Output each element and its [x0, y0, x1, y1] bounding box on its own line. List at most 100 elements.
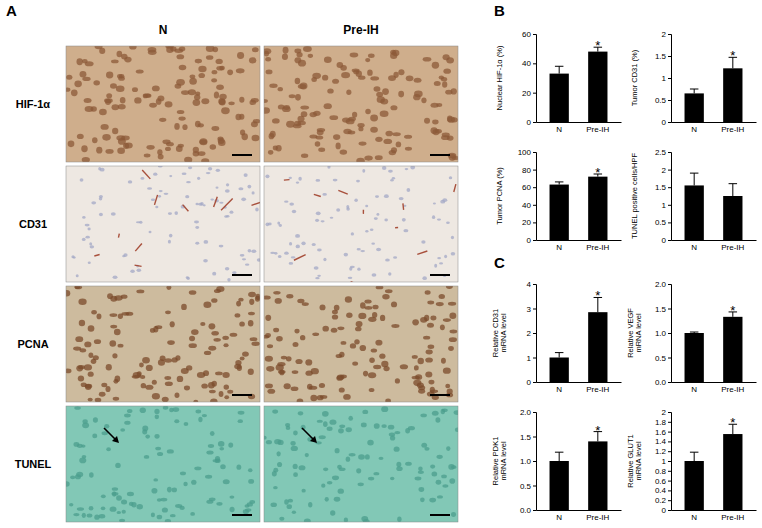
micrograph [66, 166, 260, 282]
cell-nucleus [278, 255, 282, 258]
error-bar-cap [690, 452, 699, 453]
cell-nucleus [125, 143, 133, 149]
cell-nucleus [331, 328, 338, 333]
cell-nucleus [365, 454, 370, 459]
cell-nucleus [266, 366, 274, 372]
cell-nucleus [210, 431, 215, 436]
y-tick: 40 [522, 201, 536, 210]
cell-nucleus [84, 98, 92, 103]
cell-nucleus [360, 345, 367, 351]
cell-nucleus [248, 249, 252, 253]
cell-nucleus [196, 410, 202, 414]
cell-nucleus [370, 229, 374, 231]
cell-nucleus [377, 96, 385, 103]
cell-nucleus [191, 480, 196, 485]
cell-nucleus [174, 211, 178, 215]
cell-nucleus [82, 238, 86, 241]
panel-label: C [494, 254, 505, 271]
cell-nucleus [149, 103, 157, 108]
error-bar-stem [694, 89, 695, 93]
cell-nucleus [110, 507, 117, 512]
cell-nucleus [425, 357, 433, 362]
cell-nucleus [431, 103, 439, 108]
cell-nucleus [439, 262, 443, 264]
cell-nucleus [405, 168, 409, 170]
cell-nucleus [450, 329, 458, 333]
cell-nucleus [96, 147, 102, 154]
error-bar-cap [690, 173, 699, 174]
x-tick: Pre-IH [586, 510, 609, 522]
cell-nucleus [442, 484, 448, 487]
cell-nucleus [174, 419, 179, 423]
cell-nucleus [216, 59, 223, 64]
cell-nucleus [346, 312, 352, 317]
cell-nucleus [99, 197, 103, 200]
cell-nucleus [113, 379, 118, 384]
cell-nucleus [122, 510, 126, 514]
cell-nucleus [84, 364, 92, 370]
y-tick-label: 1.2 [655, 447, 667, 456]
cell-nucleus [392, 132, 401, 136]
cell-nucleus [198, 203, 202, 206]
cell-nucleus [294, 57, 301, 63]
x-tick: N [556, 510, 562, 522]
cell-nucleus [399, 197, 404, 200]
micrograph-background [66, 46, 260, 162]
cell-nucleus [273, 291, 280, 295]
cell-nucleus [272, 409, 278, 413]
micrograph-border [264, 286, 458, 402]
cell-nucleus [230, 211, 234, 214]
cell-nucleus [367, 440, 373, 446]
bar-chart: 0.00.51.01.52.0NPre-IH* [655, 280, 757, 394]
y-tick: 1 [527, 354, 536, 363]
cell-nucleus [159, 190, 163, 192]
y-axis-title: Tumor CD31 (%) [630, 49, 639, 106]
cell-nucleus [286, 356, 292, 361]
cell-nucleus [394, 446, 400, 451]
y-tick-label: 40 [522, 59, 531, 68]
cell-nucleus [210, 198, 214, 200]
cell-nucleus [193, 99, 201, 106]
cell-nucleus [165, 381, 173, 386]
cell-nucleus [66, 290, 70, 297]
error-bar-stem [694, 452, 695, 461]
cell-nucleus [419, 487, 425, 492]
x-axis: NPre-IH [537, 382, 622, 394]
error-bar [690, 89, 699, 93]
cell-nucleus [84, 342, 91, 348]
cell-nucleus [290, 441, 295, 446]
x-tick-label: Pre-IH [586, 243, 609, 252]
cell-nucleus [163, 406, 169, 410]
micrograph-background [66, 286, 260, 402]
cell-nucleus [71, 89, 78, 96]
y-tick-mark [668, 56, 671, 57]
cell-nucleus [255, 208, 258, 212]
x-tick: Pre-IH [586, 240, 609, 252]
x-axis-line [672, 510, 757, 511]
cell-nucleus [390, 435, 395, 440]
cell-nucleus [333, 134, 340, 140]
y-tick: 2 [662, 166, 671, 175]
cell-nucleus [223, 343, 228, 347]
y-tick: 1 [662, 457, 671, 466]
y-tick-label: 80 [522, 166, 531, 175]
cell-nucleus [181, 90, 190, 95]
cell-nucleus [198, 417, 202, 422]
cell-nucleus [356, 180, 360, 183]
cell-nucleus [202, 414, 207, 417]
x-tick-label: N [691, 385, 697, 394]
y-tick: 1.5 [655, 183, 671, 192]
cell-nucleus [305, 453, 309, 457]
cell-nucleus [297, 399, 304, 402]
cell-nucleus [381, 406, 388, 412]
cell-nucleus [68, 141, 75, 148]
cell-nucleus [451, 252, 456, 256]
cell-nucleus [376, 248, 381, 252]
cell-nucleus [181, 368, 189, 374]
cell-nucleus [150, 328, 155, 333]
cell-nucleus [350, 52, 359, 57]
cell-nucleus [99, 392, 106, 397]
y-tick-mark [668, 222, 671, 223]
cell-nucleus [370, 115, 378, 122]
cell-nucleus [288, 499, 293, 503]
